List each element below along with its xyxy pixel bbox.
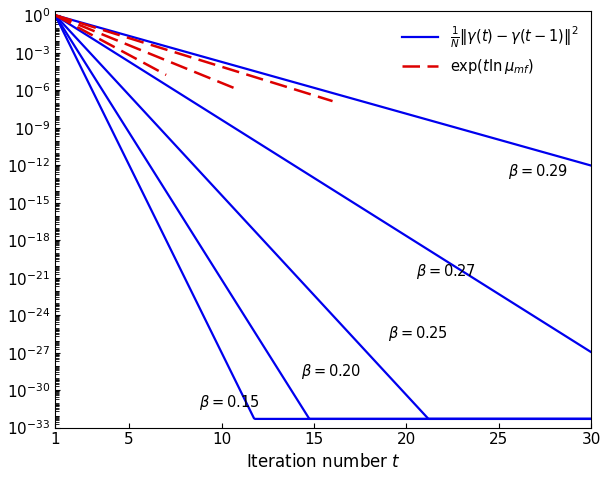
Text: $\beta = 0.25$: $\beta = 0.25$ bbox=[388, 325, 448, 343]
X-axis label: Iteration number $t$: Iteration number $t$ bbox=[246, 453, 401, 471]
Text: $\beta = 0.27$: $\beta = 0.27$ bbox=[416, 262, 475, 281]
Text: $\beta = 0.20$: $\beta = 0.20$ bbox=[301, 362, 361, 381]
Text: $\beta = 0.15$: $\beta = 0.15$ bbox=[199, 393, 260, 412]
Text: $\beta = 0.29$: $\beta = 0.29$ bbox=[508, 162, 568, 181]
Legend: $\frac{1}{N}\|\gamma(t) - \gamma(t-1)\|^2$, $\exp(t\ln \mu_{mf})$: $\frac{1}{N}\|\gamma(t) - \gamma(t-1)\|^… bbox=[396, 19, 584, 82]
